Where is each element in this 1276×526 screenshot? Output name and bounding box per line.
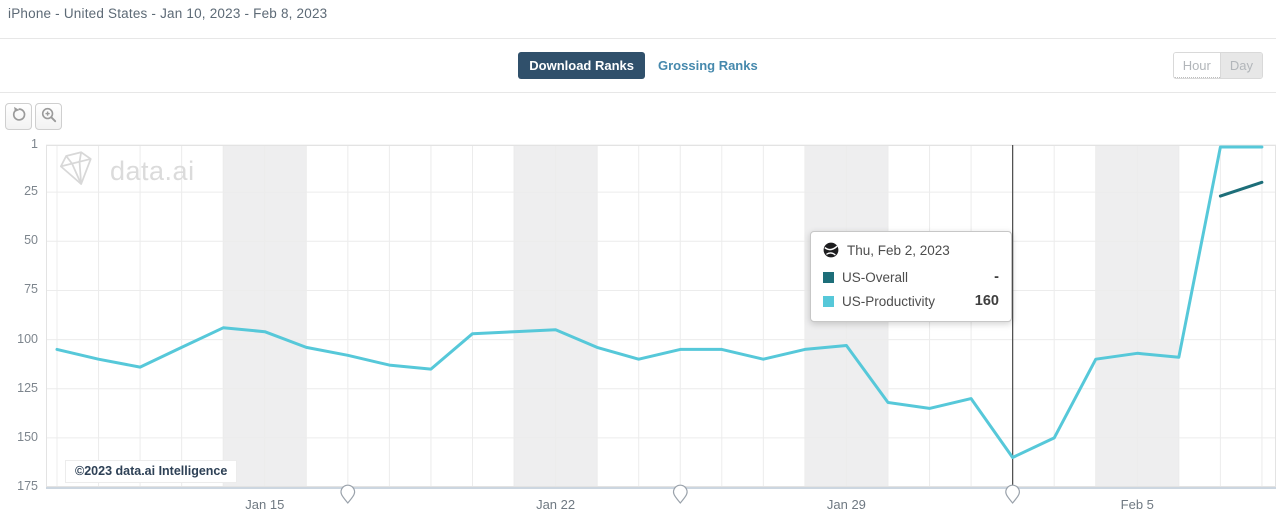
tab-download-ranks[interactable]: Download Ranks xyxy=(518,52,646,79)
series-label: US-Productivity xyxy=(842,293,936,309)
tooltip-row-productivity: US-Productivity 160 xyxy=(823,293,999,309)
globe-icon xyxy=(823,242,839,258)
page-title: iPhone - United States - Jan 10, 2023 - … xyxy=(8,6,328,21)
chart-tooltip: Thu, Feb 2, 2023 US-Overall - US-Product… xyxy=(810,231,1012,322)
granularity-toggle: Hour Day xyxy=(1172,52,1263,79)
watermark: data.ai xyxy=(56,148,195,195)
x-axis-tick-label: Jan 29 xyxy=(826,497,866,512)
series-swatch-overall xyxy=(823,271,834,283)
watermark-text: data.ai xyxy=(110,156,195,186)
x-axis-tick-label: Jan 15 xyxy=(245,497,285,512)
y-axis-tick-label: 100 xyxy=(17,331,38,346)
tooltip-date-row: Thu, Feb 2, 2023 xyxy=(823,242,999,258)
toggle-day[interactable]: Day xyxy=(1219,53,1262,78)
reset-zoom-button[interactable] xyxy=(5,103,32,130)
y-axis-tick-label: 75 xyxy=(24,282,38,297)
y-axis-tick-label: 175 xyxy=(17,479,38,493)
zoom-in-button[interactable] xyxy=(35,103,62,130)
diamond-gem-icon xyxy=(51,143,105,199)
event-marker-pin[interactable] xyxy=(340,484,356,504)
tab-grossing-ranks[interactable]: Grossing Ranks xyxy=(658,58,758,73)
toolbar-divider xyxy=(0,92,1276,93)
y-axis-tick-label: 1 xyxy=(31,137,38,151)
series-label: US-Overall xyxy=(842,269,909,285)
x-axis-tick-label: Feb 5 xyxy=(1120,497,1154,512)
series-swatch-productivity xyxy=(823,295,834,307)
magnifier-plus-icon xyxy=(40,106,58,127)
series-line-us-productivity[interactable] xyxy=(55,145,1264,459)
tooltip-row-overall: US-Overall - xyxy=(823,269,999,285)
series-value: 160 xyxy=(974,293,999,309)
y-axis-tick-label: 25 xyxy=(24,184,38,199)
event-marker-pin[interactable] xyxy=(672,484,688,504)
rank-type-tabs: Download Ranks Grossing Ranks xyxy=(0,39,1276,92)
header-divider xyxy=(0,38,1276,39)
tooltip-date: Thu, Feb 2, 2023 xyxy=(847,242,950,258)
rotate-ccw-icon xyxy=(10,106,28,127)
rank-history-chart[interactable] xyxy=(0,130,1276,526)
y-axis-tick-label: 50 xyxy=(24,233,38,248)
toggle-hour[interactable]: Hour xyxy=(1173,53,1220,78)
series-value: - xyxy=(994,269,999,285)
y-axis-tick-label: 125 xyxy=(17,380,38,395)
x-axis-tick-label: Jan 22 xyxy=(536,497,576,512)
copyright-label: ©2023 data.ai Intelligence xyxy=(65,460,238,483)
series-line-us-overall[interactable] xyxy=(1218,180,1264,198)
event-marker-pin[interactable] xyxy=(1005,484,1020,504)
y-axis-tick-label: 150 xyxy=(17,429,38,444)
